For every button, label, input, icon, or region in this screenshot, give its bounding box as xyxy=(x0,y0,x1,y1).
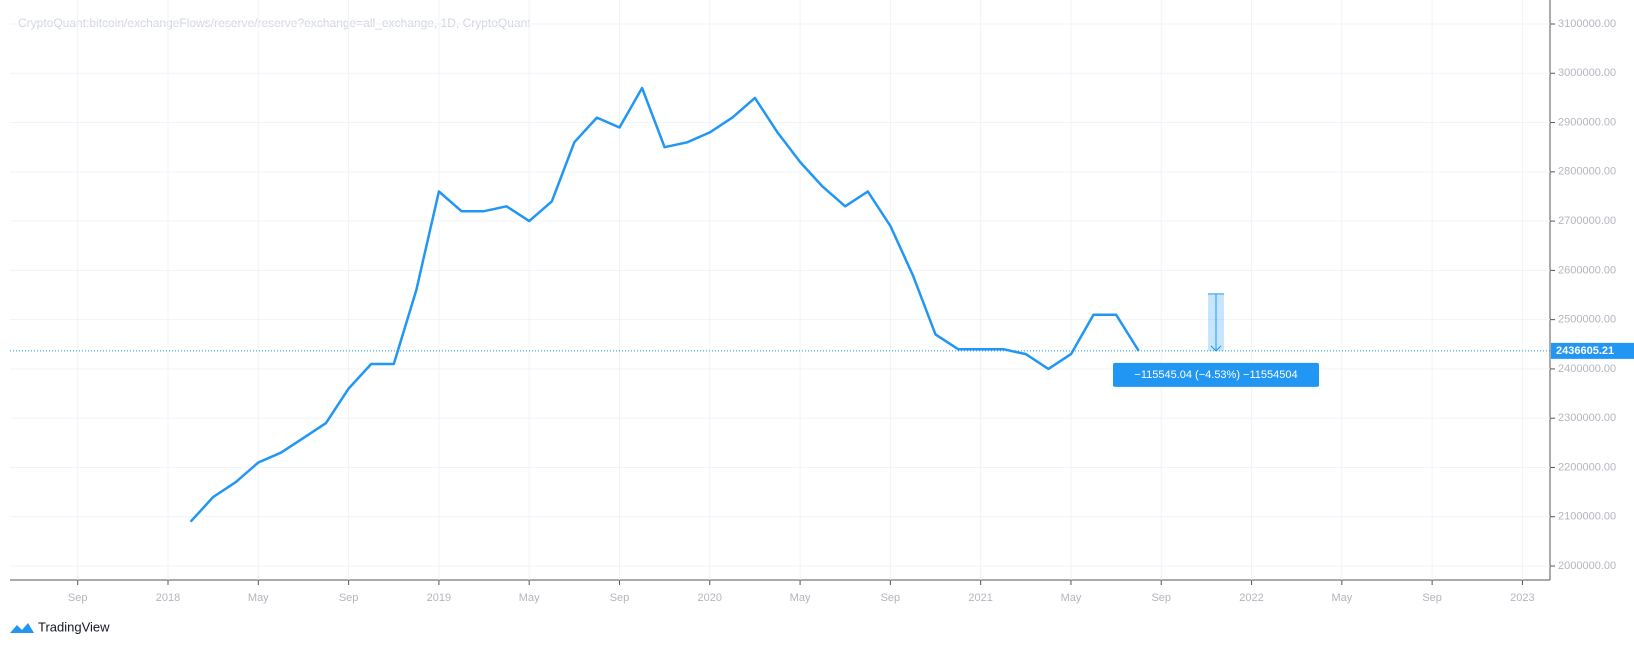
measure-label-box xyxy=(1113,362,1319,387)
x-tick-label: May xyxy=(519,592,540,604)
measure-arrow-head xyxy=(1210,345,1222,352)
y-tick-label: 2400000.00 xyxy=(1558,363,1616,375)
y-tick-label: 2600000.00 xyxy=(1558,264,1616,276)
y-tick-label: 3100000.00 xyxy=(1558,18,1616,30)
y-tick-label: 2700000.00 xyxy=(1558,215,1616,227)
x-tick-label: Sep xyxy=(1422,592,1442,604)
x-tick-label: Sep xyxy=(339,592,359,604)
x-tick-label: Sep xyxy=(881,592,901,604)
x-tick-label: 2019 xyxy=(427,592,451,604)
x-tick-label: 2018 xyxy=(156,592,180,604)
chart-title: CryptoQuant:bitcoin/exchangeFlows/reserv… xyxy=(18,16,531,30)
y-tick-label: 2900000.00 xyxy=(1558,116,1616,128)
grid xyxy=(10,0,1550,580)
x-tick-label: 2021 xyxy=(968,592,992,604)
y-tick-label: 2300000.00 xyxy=(1558,412,1616,424)
x-tick-label: 2020 xyxy=(698,592,722,604)
y-tick-label: 2100000.00 xyxy=(1558,511,1616,523)
x-tick-label: Sep xyxy=(610,592,630,604)
price-label-box xyxy=(1551,342,1634,359)
brand: TradingView xyxy=(38,619,110,634)
x-tick-label: May xyxy=(1061,592,1082,604)
y-tick-label: 3000000.00 xyxy=(1558,67,1616,79)
measure-label: −115545.04 (−4.53%) −11554504 xyxy=(1134,369,1297,381)
x-tick-label: Sep xyxy=(1151,592,1171,604)
price-label: 2436605.21 xyxy=(1556,345,1614,357)
x-tick-label: May xyxy=(248,592,269,604)
y-tick-label: 2800000.00 xyxy=(1558,166,1616,178)
y-tick-label: 2000000.00 xyxy=(1558,560,1616,572)
x-tick-label: May xyxy=(1331,592,1352,604)
x-tick-label: 2023 xyxy=(1510,592,1534,604)
x-tick-label: Sep xyxy=(68,592,88,604)
y-tick-label: 2200000.00 xyxy=(1558,461,1616,473)
data-line xyxy=(189,86,1140,523)
y-tick-label: 2500000.00 xyxy=(1558,314,1616,326)
x-tick-label: 2022 xyxy=(1239,592,1263,604)
brand-logo: TradingView xyxy=(10,619,110,634)
x-tick-label: May xyxy=(790,592,811,604)
